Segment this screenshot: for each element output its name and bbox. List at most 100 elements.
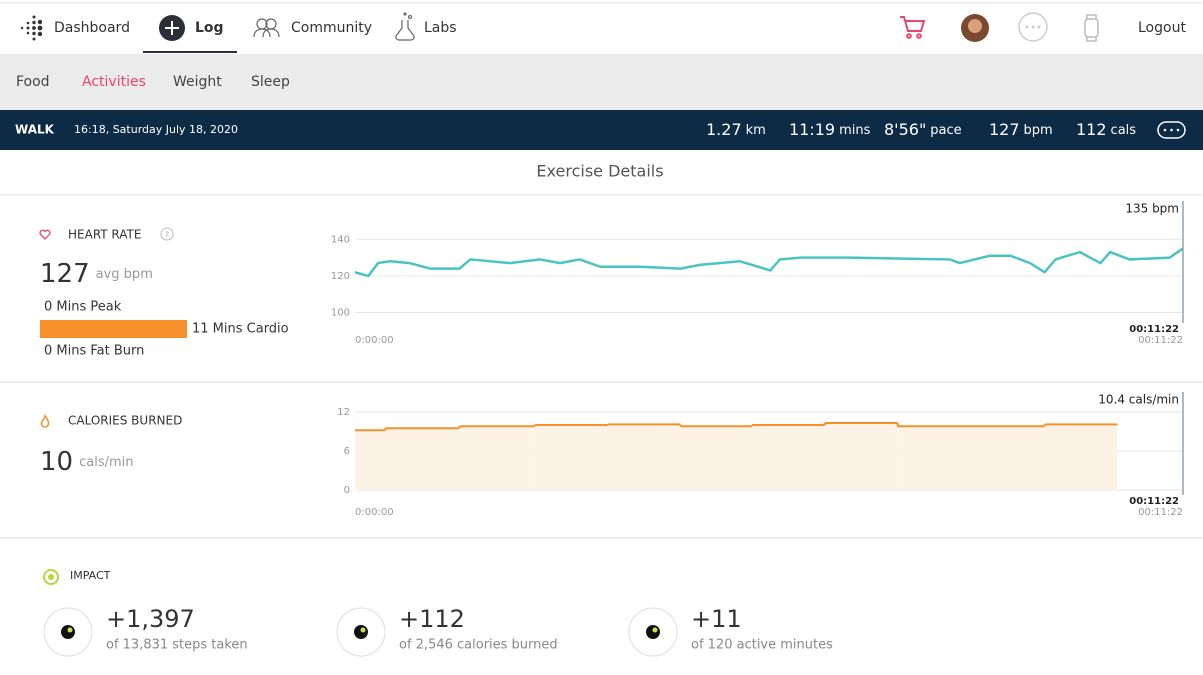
calorie-area <box>534 425 608 490</box>
stat-unit: mins <box>839 123 871 138</box>
zone-label: 11 Mins Cardio <box>192 322 289 337</box>
heart-icon <box>39 229 51 240</box>
calorie-area <box>824 423 898 490</box>
calorie-area <box>385 428 460 490</box>
zones: 0 Mins Peak 11 Mins Cardio 0 Mins Fat Burn <box>40 300 289 359</box>
x-tick-label: 0:00:00 <box>355 507 394 518</box>
subnav-food[interactable]: Food <box>16 74 50 90</box>
impact-icon-dot <box>48 574 54 580</box>
more-button[interactable] <box>1157 121 1186 139</box>
stat: 11:19 mins <box>789 120 871 139</box>
logout[interactable]: Logout <box>1138 20 1186 36</box>
stat: 127 bpm <box>989 120 1053 139</box>
community-icon[interactable] <box>253 18 280 38</box>
impact-badge-accent <box>67 627 73 633</box>
stat-value: 112 <box>1076 120 1107 139</box>
help-mark: ? <box>165 231 169 240</box>
calorie-area <box>752 425 825 490</box>
calories-chart: 0 6 12 0:00:00 00:11:22 10.4 cals/min 00:11:22 <box>337 392 1184 518</box>
avg-unit: cals/min <box>79 455 133 470</box>
x-tick-label: 00:11:22 <box>1138 507 1183 518</box>
impact-value: +112 <box>399 605 465 633</box>
nav-community[interactable]: Community <box>291 20 372 36</box>
impact-badge-icon <box>646 625 660 639</box>
labs-icon[interactable] <box>395 12 415 41</box>
stat-unit: cals <box>1111 123 1137 138</box>
zone-label: 0 Mins Fat Burn <box>44 344 144 359</box>
cursor-label: 10.4 cals/min <box>1098 393 1179 407</box>
zone-bar <box>40 320 187 338</box>
impact-badge-accent <box>652 627 658 633</box>
avg-value: 10 <box>40 447 73 477</box>
calorie-area <box>607 424 681 490</box>
activity-datetime: 16:18, Saturday July 18, 2020 <box>74 123 238 136</box>
impact-badge-icon <box>61 625 75 639</box>
device-icon[interactable] <box>1084 14 1099 42</box>
cursor-label: 135 bpm <box>1125 202 1179 216</box>
x-tick-label: 00:11:22 <box>1138 335 1183 346</box>
stat-unit: bpm <box>1024 123 1053 138</box>
subnav-activities[interactable]: Activities <box>82 74 146 90</box>
fitbit-logo <box>20 15 43 41</box>
calories-title: CALORIES BURNED <box>68 414 182 428</box>
cart-icon[interactable] <box>900 16 926 39</box>
impact-detail: of 2,546 calories burned <box>399 638 558 653</box>
top-nav <box>0 0 1203 54</box>
x-tick-label: 0:00:00 <box>355 335 394 346</box>
avg-value: 127 <box>40 259 90 289</box>
impact-value: +1,397 <box>106 605 195 633</box>
log-plus <box>165 21 179 35</box>
y-tick-label: 0 <box>344 485 350 496</box>
y-tick-label: 12 <box>337 407 350 418</box>
section-title: Exercise Details <box>536 162 663 181</box>
heart-rate-chart: 100 120 140 0:00:00 00:11:22 135 bpm 00:11:22 <box>331 201 1184 346</box>
stat-value: 127 <box>989 120 1020 139</box>
subnav-weight[interactable]: Weight <box>173 74 222 90</box>
avg-unit: avg bpm <box>96 267 153 282</box>
flame-icon <box>40 413 50 428</box>
y-tick-label: 6 <box>344 446 350 457</box>
y-tick-label: 120 <box>331 271 350 282</box>
cursor-time: 00:11:22 <box>1129 324 1179 335</box>
impact-detail: of 120 active minutes <box>691 638 833 653</box>
stat-value: 8'56" <box>884 120 926 139</box>
stat-unit: km <box>746 123 766 138</box>
impact-value: +11 <box>691 605 742 633</box>
impact-badge-accent <box>360 627 366 633</box>
y-tick-label: 100 <box>331 308 350 319</box>
cursor-time: 00:11:22 <box>1129 496 1179 507</box>
calories-avg: 10 cals/min <box>40 447 134 477</box>
calorie-area <box>459 426 535 490</box>
stat-value: 11:19 <box>789 120 835 139</box>
summary-bar <box>0 110 1203 150</box>
nav-dashboard[interactable]: Dashboard <box>54 20 130 36</box>
impact-badge-icon <box>354 625 368 639</box>
help-icon[interactable] <box>160 227 174 241</box>
stat: 112 cals <box>1076 120 1136 139</box>
heart-rate-title: HEART RATE <box>68 228 141 242</box>
heart-rate-avg: 127 avg bpm <box>40 259 153 289</box>
nav-labs[interactable]: Labs <box>424 20 457 36</box>
nav-log[interactable]: Log <box>195 20 224 36</box>
impact-icon <box>43 569 59 585</box>
messages-icon[interactable] <box>1018 12 1048 42</box>
impact-items: +1,397 of 13,831 steps taken +112 of 2,546 … <box>43 605 833 657</box>
stat: 8'56" pace <box>884 120 962 139</box>
subnav-sleep[interactable]: Sleep <box>251 74 290 90</box>
calorie-area <box>1044 424 1118 490</box>
calorie-area <box>897 426 1045 490</box>
stat: 1.27 km <box>706 120 766 139</box>
heart-rate-line <box>354 247 1184 278</box>
sub-nav <box>0 54 1203 110</box>
zone-label: 0 Mins Peak <box>44 300 122 315</box>
avatar-face <box>968 19 982 33</box>
activity-type: WALK <box>15 123 55 137</box>
summary-stats: 1.27 km 11:19 mins 8'56" pace 127 bpm 112 cals <box>706 120 1136 139</box>
stat-value: 1.27 <box>706 120 742 139</box>
y-tick-label: 140 <box>331 234 350 245</box>
calorie-area <box>680 426 753 490</box>
impact-detail: of 13,831 steps taken <box>106 638 248 653</box>
impact-title: IMPACT <box>70 569 111 582</box>
stat-unit: pace <box>930 123 961 138</box>
